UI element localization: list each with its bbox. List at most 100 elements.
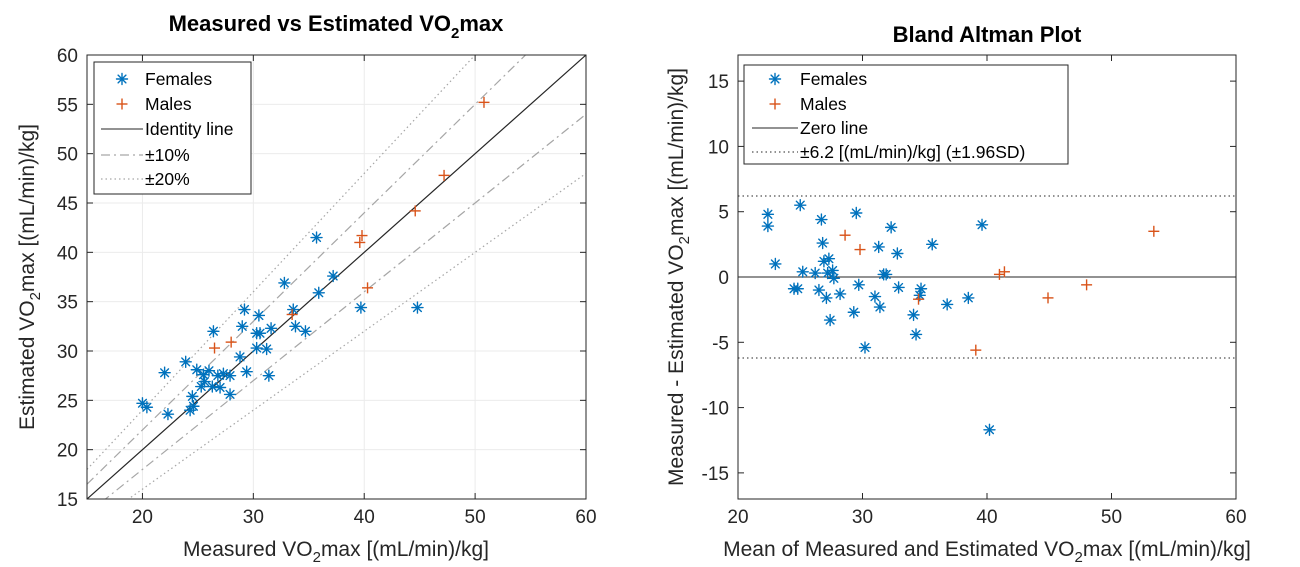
female-data-point: [203, 365, 214, 376]
female-data-point: [188, 401, 199, 412]
female-data-point: [942, 299, 953, 310]
y-tick-label: 30: [57, 342, 78, 363]
legend-asterisk-glyph: [770, 74, 781, 85]
female-data-point: [191, 364, 202, 375]
x-tick-label: 40: [354, 507, 375, 528]
female-data-point: [770, 258, 781, 269]
female-data-point: [762, 209, 773, 220]
female-data-point: [886, 222, 897, 233]
female-data-point: [810, 268, 821, 279]
female-data-point: [300, 326, 311, 337]
female-data-point: [853, 279, 864, 290]
female-data-point: [851, 208, 862, 219]
female-data-point: [290, 321, 301, 332]
y-axis-label: Measured - Estimated VO2max [(mL/min)/kg…: [665, 68, 693, 486]
y-tick-label: 15: [57, 490, 78, 511]
female-data-point: [873, 241, 884, 252]
female-data-point: [823, 253, 834, 264]
female-data-point: [251, 343, 262, 354]
female-data-point: [977, 219, 988, 230]
y-tick-label: -15: [702, 464, 729, 485]
y-tick-label: 45: [57, 194, 78, 215]
female-data-point: [207, 381, 218, 392]
y-tick-label: -10: [702, 399, 729, 420]
x-tick-label: 20: [132, 507, 153, 528]
female-data-point: [874, 302, 885, 313]
female-data-point: [162, 409, 173, 420]
x-tick-label: 50: [465, 507, 486, 528]
x-tick-label: 50: [1101, 507, 1122, 528]
female-data-point: [141, 402, 152, 413]
female-data-point: [827, 265, 838, 276]
plot-title: Measured vs Estimated VO2max: [169, 11, 505, 42]
female-data-point: [180, 356, 191, 367]
female-data-point: [911, 329, 922, 340]
bland-altman-plot: 20 30 40 50 60 -15 -10 -5 0 5 10 15 Bland Altman Pl…: [665, 22, 1251, 566]
y-tick-label: 20: [57, 441, 78, 462]
female-data-point: [208, 326, 219, 337]
female-data-point: [927, 239, 938, 250]
x-tick-label: 60: [575, 507, 596, 528]
legend-asterisk-glyph: [117, 74, 128, 85]
x-tick-label: 60: [1225, 507, 1246, 528]
plot-title: Bland Altman Plot: [893, 22, 1082, 47]
x-tick-label: 30: [243, 507, 264, 528]
female-data-point: [848, 307, 859, 318]
female-data-point: [792, 283, 803, 294]
female-data-point: [984, 424, 995, 435]
legend-label: ±6.2 [(mL/min)/kg] (±1.96SD): [800, 142, 1025, 162]
scatter-plot-measured-vs-estimated: 20 30 40 50 6015202530354045505560 Measured …: [16, 0, 597, 566]
female-data-point: [225, 389, 236, 400]
female-data-point: [239, 304, 250, 315]
y-tick-label: 10: [708, 137, 729, 158]
female-data-point: [762, 221, 773, 232]
female-data-point: [412, 302, 423, 313]
legend-label: ±20%: [145, 169, 190, 189]
female-data-point: [266, 323, 277, 334]
y-tick-label: 40: [57, 243, 78, 264]
legend-marker-asterisk: [770, 74, 781, 85]
y-tick-label: 60: [57, 46, 78, 67]
female-data-point: [908, 309, 919, 320]
legend: Females Males Identity line ±10% ±20%: [94, 62, 251, 194]
female-data-point: [963, 292, 974, 303]
female-data-point: [241, 366, 252, 377]
legend-label: Females: [800, 69, 867, 89]
female-data-point: [859, 342, 870, 353]
y-tick-label: 0: [718, 268, 729, 289]
y-tick-label: 5: [718, 203, 729, 224]
y-axis-label: Estimated VO2max [(mL/min)/kg]: [16, 124, 44, 430]
legend-marker-asterisk: [117, 74, 128, 85]
female-data-point: [328, 271, 339, 282]
female-data-point: [311, 232, 322, 243]
legend: Females Males Zero line ±6.2 [(mL/min)/k…: [744, 65, 1068, 164]
female-data-point: [817, 238, 828, 249]
female-data-point: [237, 321, 248, 332]
female-data-point: [869, 291, 880, 302]
female-data-point: [835, 288, 846, 299]
x-tick-label: 40: [976, 507, 997, 528]
female-data-point: [261, 344, 272, 355]
female-data-point: [355, 302, 366, 313]
female-data-point: [159, 367, 170, 378]
female-data-point: [881, 269, 892, 280]
female-data-point: [916, 283, 927, 294]
female-data-point: [253, 310, 264, 321]
female-data-point: [263, 370, 274, 381]
female-data-point: [313, 287, 324, 298]
legend-label: ±10%: [145, 145, 190, 165]
y-tick-label: 35: [57, 293, 78, 314]
female-data-point: [288, 304, 299, 315]
y-tick-label: 55: [57, 95, 78, 116]
female-data-point: [816, 214, 827, 225]
x-axis-label: Mean of Measured and Estimated VO2max [(…: [723, 538, 1251, 566]
female-data-point: [279, 277, 290, 288]
female-data-point: [825, 315, 836, 326]
legend-label: Zero line: [800, 118, 868, 138]
legend-label: Females: [145, 69, 212, 89]
x-tick-label: 20: [727, 507, 748, 528]
female-data-point: [215, 382, 226, 393]
female-data-point: [893, 282, 904, 293]
x-tick-label: 30: [852, 507, 873, 528]
female-data-point: [199, 376, 210, 387]
